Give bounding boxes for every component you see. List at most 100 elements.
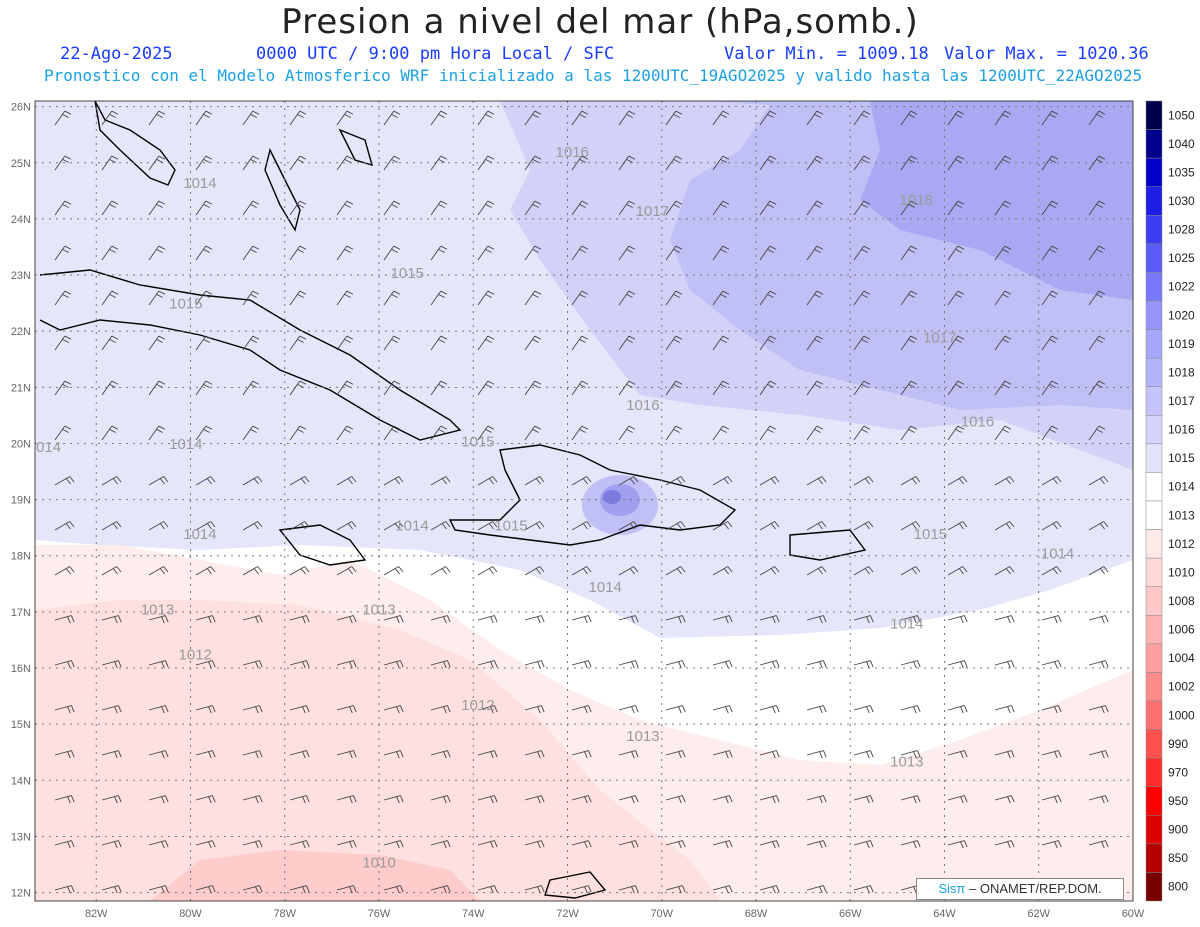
graticule [35,101,1133,901]
lat-label: 18N [11,551,31,563]
colorbar-label: 990 [1168,737,1188,751]
lon-label: 68W [745,908,768,920]
colorbar-label: 1012 [1168,537,1195,551]
min-value: Valor Min. = 1009.18 [724,44,929,64]
colorbar-label: 1010 [1168,565,1195,579]
colorbar-swatch [1145,100,1163,130]
colorbar: 1050 1040 1035 1030 1028 1025 1022 1020 1019 1018… [1145,100,1195,902]
contour-label: 1017 [923,329,956,346]
contour-label: 1013 [141,602,174,619]
contour-label: 1012 [461,697,494,714]
colorbar-label: 850 [1168,851,1188,865]
colorbar-swatch [1145,557,1163,587]
contour-label: 1014 [183,526,216,543]
lon-label: 76W [368,908,391,920]
lat-label: 17N [11,607,31,619]
contour-label: 1015 [391,265,424,282]
lat-label: 14N [11,775,31,787]
contour-label: 1015 [169,296,202,313]
contour-label: 1014 [890,616,923,633]
lon-label: 64W [933,908,956,920]
colorbar-label: 1050 [1168,108,1195,122]
contour-label: 1013 [890,753,923,770]
contour-label: 1018 [900,192,933,209]
colorbar-swatch [1145,386,1163,416]
colorbar-swatch [1145,157,1163,187]
colorbar-label: 800 [1168,880,1188,894]
colorbar-label: 1015 [1168,451,1195,465]
lon-label: 70W [650,908,673,920]
contour-label: 1014 [1041,546,1074,563]
contour-label: 1012 [179,647,212,664]
colorbar-swatch [1145,329,1163,359]
colorbar-swatch [1145,672,1163,702]
colorbar-label: 1022 [1168,280,1195,294]
colorbar-swatch [1145,757,1163,787]
contour-label: 1014 [169,436,202,453]
contour-label: 1013 [626,728,659,745]
colorbar-label: 1035 [1168,165,1195,179]
lon-label: 66W [839,908,862,920]
colorbar-swatch [1145,615,1163,645]
credit-badge: Sisπ – ONAMET/REP.DOM. [916,878,1124,900]
colorbar-label: 1016 [1168,423,1195,437]
colorbar-label: 1013 [1168,508,1195,522]
forecast-time: 0000 UTC / 9:00 pm Hora Local / SFC [256,44,615,64]
colorbar-swatch [1145,729,1163,759]
colorbar-swatch [1145,215,1163,245]
colorbar-swatch [1145,300,1163,330]
pressure-shading: 1016 1017 1018 1017 1016 1016 1014 1015 1015 1014… [28,101,1133,901]
lat-label: 23N [11,270,31,282]
colorbar-swatch [1145,815,1163,845]
contour-label: 1017 [636,203,669,220]
contour-label: 1015 [494,517,527,534]
lat-label: 13N [11,831,31,843]
colorbar-swatch [1145,586,1163,616]
colorbar-label: 1028 [1168,223,1195,237]
forecast-date: 22-Ago-2025 [60,44,173,64]
colorbar-swatch [1145,272,1163,302]
lat-label: 22N [11,326,31,338]
credit-text: – ONAMET/REP.DOM. [968,881,1102,896]
lon-label: 74W [462,908,485,920]
lon-label: 72W [556,908,579,920]
contour-label: 1015 [461,433,494,450]
colorbar-swatch [1145,700,1163,730]
lat-label: 24N [11,214,31,226]
colorbar-label: 1040 [1168,137,1195,151]
colorbar-label: 1014 [1168,480,1195,494]
colorbar-swatch [1145,529,1163,559]
lon-label: 60W [1122,908,1145,920]
longitude-labels: 82W 80W 78W 76W 74W 72W 70W 68W 66W 64W 62W 60W [85,908,1145,920]
colorbar-swatch [1145,500,1163,530]
colorbar-label: 1019 [1168,337,1195,351]
colorbar-label: 1008 [1168,594,1195,608]
colorbar-label: 1030 [1168,194,1195,208]
lat-label: 19N [11,495,31,507]
colorbar-label: 1006 [1168,623,1195,637]
colorbar-swatch [1145,872,1163,902]
colorbar-swatch [1145,786,1163,816]
lat-label: 12N [11,888,31,900]
map-title: Presion a nivel del mar (hPa,somb.) [281,2,919,42]
colorbar-swatch [1145,243,1163,273]
colorbar-label: 1000 [1168,708,1195,722]
colorbar-swatch [1145,843,1163,873]
contour-label: 1010 [362,854,395,871]
colorbar-label: 1017 [1168,394,1195,408]
colorbar-swatch [1145,357,1163,387]
lat-label: 16N [11,663,31,675]
colorbar-swatch [1145,415,1163,445]
colorbar-swatch [1145,129,1163,159]
lat-label: 21N [11,382,31,394]
lon-label: 78W [273,908,296,920]
colorbar-label: 1002 [1168,680,1195,694]
lon-label: 82W [85,908,108,920]
contour-label: 1016 [556,144,589,161]
colorbar-label: 1020 [1168,308,1195,322]
contour-labels: 1016 1017 1018 1017 1016 1016 1014 1015 1015 1014… [28,144,1074,871]
contour-label: 1014 [28,439,61,456]
contour-label: 1016 [961,414,994,431]
colorbar-label: 970 [1168,765,1188,779]
contour-label: 1015 [914,526,947,543]
